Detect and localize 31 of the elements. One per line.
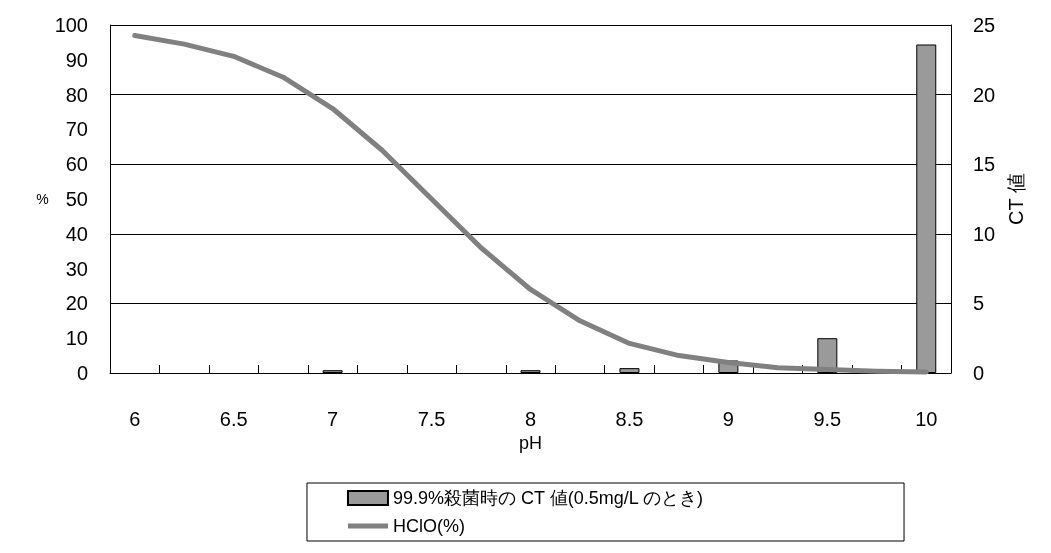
y2-tick-label: 20: [973, 83, 996, 106]
x-axis-title: pH: [518, 432, 543, 453]
y2-tick-label: 0: [973, 362, 985, 384]
y-tick-label: 90: [65, 48, 88, 71]
y2-tick-label: 25: [973, 14, 996, 36]
x-tick-label: 8.5: [615, 408, 644, 430]
x-tick-label: 9: [722, 408, 734, 430]
y2-tick-label: 5: [973, 292, 985, 315]
y2-tick-label: 10: [973, 222, 996, 245]
y-tick-label: 50: [65, 188, 88, 210]
legend-label: HClO(%): [392, 516, 465, 536]
y-tick-label: 30: [65, 257, 88, 280]
y-tick-label: 70: [65, 118, 88, 141]
y-axis-title: %: [36, 191, 49, 207]
x-tick-label: 8: [524, 408, 537, 430]
x-tick-label: 10: [915, 408, 938, 430]
y-tick-label: 10: [65, 327, 88, 350]
y-tick-label: 40: [65, 222, 88, 245]
legend-label: 99.9%殺菌時の CT 値(0.5mg/L のとき): [392, 488, 704, 508]
x-tick-label: 9.5: [813, 408, 842, 430]
x-tick-label: 7: [327, 408, 339, 430]
y-tick-label: 80: [65, 83, 88, 106]
x-tick-label: 6: [129, 408, 141, 430]
y-tick-label: 100: [54, 14, 88, 36]
y-tick-label: 0: [76, 362, 88, 384]
y-tick-label: 60: [65, 153, 88, 176]
y2-tick-label: 15: [973, 153, 996, 176]
y-tick-label: 20: [65, 292, 88, 315]
y2-axis-title: CT 値: [1005, 173, 1028, 225]
x-tick-label: 6.5: [219, 408, 248, 430]
x-tick-label: 7.5: [417, 408, 446, 430]
